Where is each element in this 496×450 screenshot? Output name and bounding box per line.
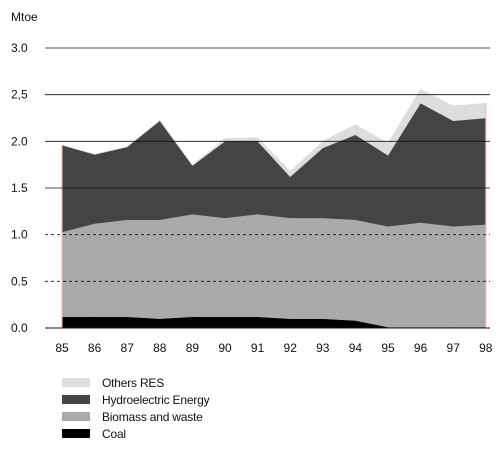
x-tick-label: 86 — [88, 341, 102, 355]
y-tick-label: 1.0 — [11, 228, 28, 242]
legend-swatch — [62, 412, 90, 421]
x-tick-label: 96 — [414, 341, 428, 355]
y-tick-label: 1.5 — [11, 181, 28, 195]
x-tick-label: 98 — [479, 341, 493, 355]
y-tick-label: 2.0 — [11, 134, 28, 148]
legend-label: Biomass and waste — [102, 409, 203, 424]
y-tick-label: 0.0 — [11, 321, 28, 335]
x-tick-label: 95 — [381, 341, 395, 355]
legend-swatch — [62, 378, 90, 387]
series-area-biomass-and-waste — [61, 213, 487, 328]
x-tick-label: 87 — [121, 341, 135, 355]
x-tick-label: 92 — [284, 341, 298, 355]
x-tick-label: 90 — [218, 341, 232, 355]
legend-item-hydroelectric-energy: Hydroelectric Energy — [62, 391, 210, 408]
x-tick-label: 88 — [153, 341, 167, 355]
legend-label: Coal — [102, 426, 126, 441]
x-tick-label: 91 — [251, 341, 265, 355]
legend-label: Hydroelectric Energy — [102, 392, 210, 407]
y-unit-label: Mtoe — [11, 10, 38, 24]
y-axis-ticks: 0.0 0.5 1.0 1.5 2.0 2,5 3.0 — [11, 41, 28, 335]
x-tick-label: 94 — [349, 341, 363, 355]
legend-item-coal: Coal — [62, 425, 209, 442]
x-tick-label: 85 — [55, 341, 69, 355]
gridlines — [45, 47, 490, 329]
y-tick-label: 3.0 — [11, 41, 28, 55]
legend-swatch — [62, 395, 90, 404]
legend-item-others-res: Others RES — [62, 374, 209, 391]
x-tick-label: 97 — [447, 341, 461, 355]
x-tick-label: 93 — [316, 341, 330, 355]
y-tick-label: 0.5 — [11, 274, 28, 288]
x-tick-label: 89 — [186, 341, 200, 355]
legend-swatch — [62, 429, 90, 438]
legend-item-biomass-and-waste: Biomass and waste — [62, 408, 209, 425]
area-layers — [61, 88, 487, 329]
series-area-hydroelectric-energy — [61, 102, 487, 233]
stacked-area-chart: 0.0 0.5 1.0 1.5 2.0 2,5 3.0 85 86 87 88 89 90 91 92 93… — [11, 41, 493, 355]
legend: Others RES Hydroelectric Energy Biomass an… — [62, 374, 210, 442]
legend-label: Others RES — [102, 375, 165, 390]
y-tick-label: 2,5 — [11, 88, 28, 102]
x-axis-ticks: 85 86 87 88 89 90 91 92 93 94 95 96 97 98 — [55, 341, 492, 355]
